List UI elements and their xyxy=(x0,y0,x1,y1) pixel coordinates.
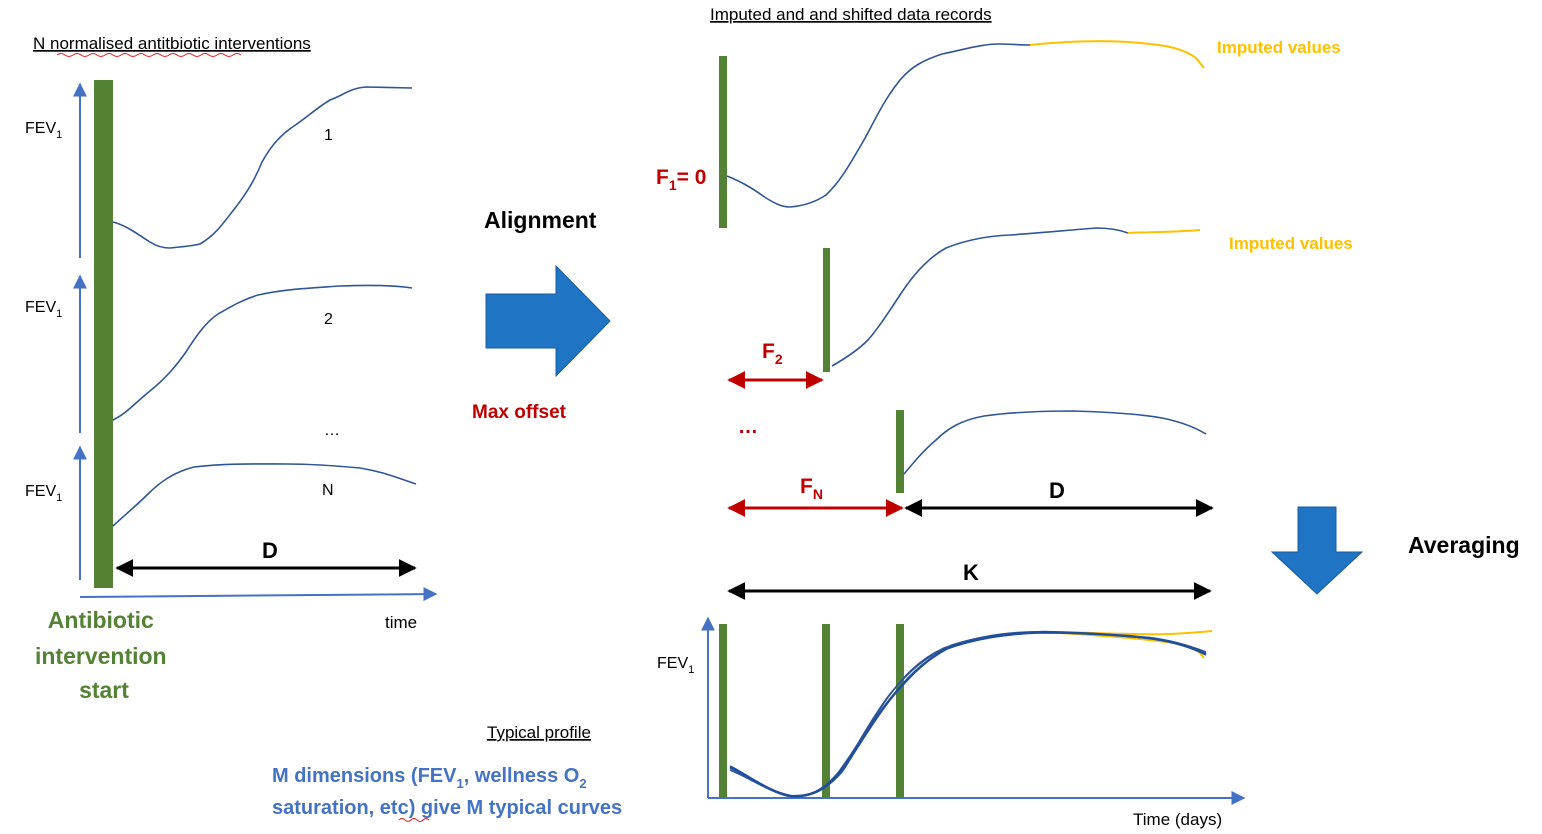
duration-label-left: D xyxy=(262,538,278,563)
spellcheck-squiggle-2 xyxy=(398,818,430,822)
record-2-curve xyxy=(831,227,1129,367)
offset-fn-label: FN xyxy=(800,475,823,502)
imputed-label-1: Imputed values xyxy=(1217,38,1341,57)
fev-label-3: FEV1 xyxy=(25,483,62,504)
imputed-label-2: Imputed values xyxy=(1229,234,1353,253)
record-1-imputed xyxy=(1029,40,1205,69)
typical-curve-2 xyxy=(729,631,1207,798)
curve-2 xyxy=(112,284,413,421)
record-n-bar xyxy=(896,410,904,493)
offset-ellipsis: … xyxy=(738,416,758,438)
typical-bar-2 xyxy=(822,624,830,798)
curve-label-n: N xyxy=(322,482,334,499)
typical-bar-1 xyxy=(719,624,727,798)
time-axis xyxy=(79,587,438,602)
dimensions-note-line2: saturation, etc) give M typical curves xyxy=(272,797,622,819)
offset-f2-label: F2 xyxy=(762,340,783,367)
max-offset-label: Max offset xyxy=(472,402,567,423)
duration-label-right: D xyxy=(1049,478,1065,503)
intervention-start-label: Antibiotic intervention start xyxy=(35,607,173,703)
total-label: K xyxy=(963,560,979,585)
typical-curve-3 xyxy=(729,631,1207,798)
record-n-curve xyxy=(903,410,1207,475)
offset-f1-label: F1= 0 xyxy=(656,166,706,193)
typical-profile-panel: FEV1 Time (days) Typical profile M dimen… xyxy=(272,616,1246,829)
record-2-bar xyxy=(823,248,830,372)
right-panel: F1= 0 Imputed values Imputed values F2 …… xyxy=(656,38,1520,600)
left-panel: FEV1 FEV1 FEV1 1 2 … N D time Antibiotic… xyxy=(25,80,438,703)
time-label: time xyxy=(385,613,417,632)
typical-average-curve xyxy=(729,630,1207,798)
curve-label-1: 1 xyxy=(324,127,333,144)
intervention-bar xyxy=(94,80,113,588)
typical-curve-1 xyxy=(729,632,1207,797)
averaging-label: Averaging xyxy=(1408,532,1520,558)
typical-profile-title: Typical profile xyxy=(487,723,591,742)
dimensions-note-line1: M dimensions (FEV1, wellness O2 xyxy=(272,765,587,791)
curve-label-ellipsis: … xyxy=(324,422,340,439)
typical-fev-label: FEV1 xyxy=(657,655,694,676)
record-1-bar xyxy=(719,56,727,228)
right-title: Imputed and and shifted data records xyxy=(710,5,992,24)
record-1-curve xyxy=(726,43,1031,208)
curve-label-2: 2 xyxy=(324,311,333,328)
record-2-imputed xyxy=(1127,229,1201,234)
typical-bar-3 xyxy=(896,624,904,798)
curve-n xyxy=(112,463,417,527)
typical-time-label: Time (days) xyxy=(1133,810,1222,829)
fev-label-2: FEV1 xyxy=(25,299,62,320)
left-title: N normalised antitbiotic interventions xyxy=(33,34,311,53)
fev-label-1: FEV1 xyxy=(25,120,62,141)
averaging-arrow-icon xyxy=(1270,506,1364,595)
curve-1 xyxy=(112,86,413,249)
alignment-section: Alignment Max offset xyxy=(472,207,611,423)
spellcheck-squiggle xyxy=(56,53,242,57)
alignment-label: Alignment xyxy=(484,207,597,233)
alignment-arrow-icon xyxy=(485,264,611,378)
